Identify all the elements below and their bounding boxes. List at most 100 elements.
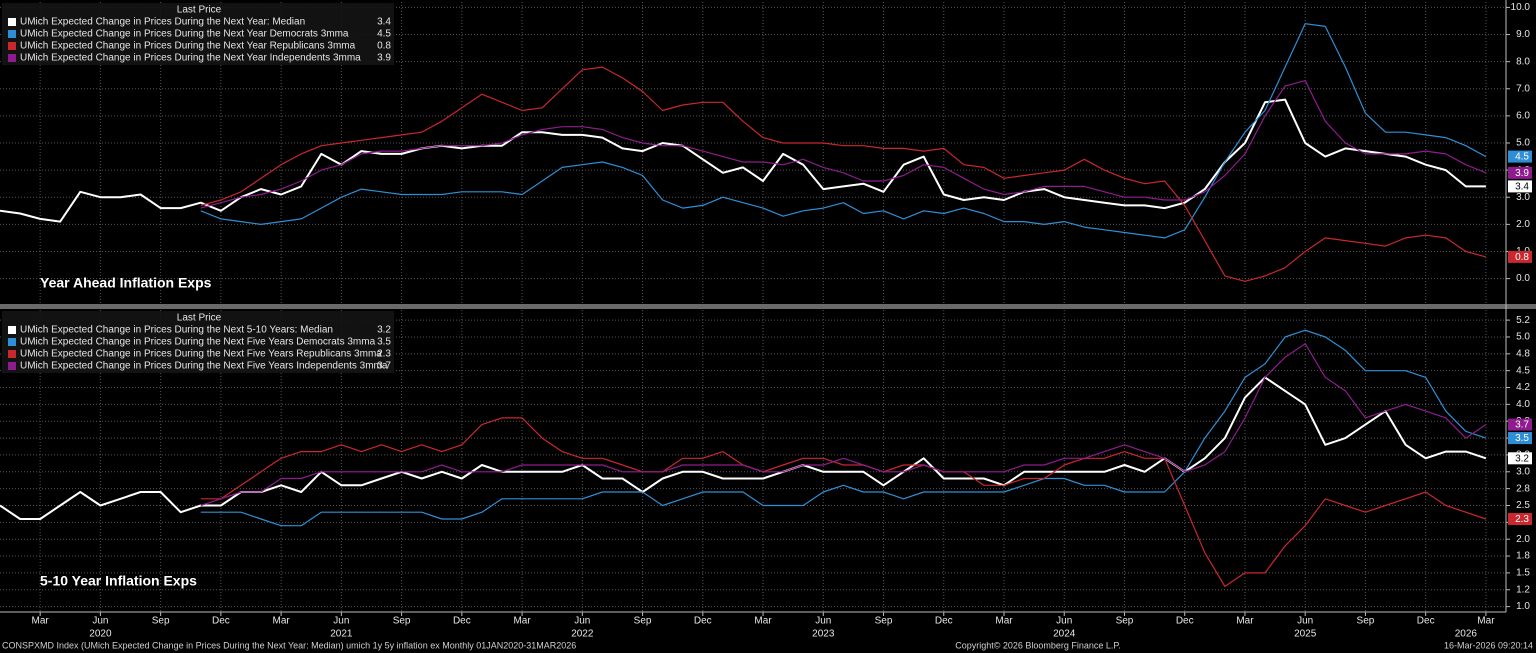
y-tick-label: 5.0 bbox=[1516, 332, 1530, 343]
x-tick-label: Sep bbox=[875, 616, 893, 627]
last-value-badge bbox=[1508, 452, 1532, 465]
y-tick-label: 5.0 bbox=[1516, 138, 1530, 149]
y-tick-label: 0.0 bbox=[1516, 273, 1530, 284]
x-tick-label: Mar bbox=[995, 616, 1013, 627]
x-year-label: 2022 bbox=[571, 629, 594, 640]
legend-label: UMich Expected Change in Prices During t… bbox=[20, 29, 349, 40]
legend-swatch bbox=[8, 18, 16, 26]
legend-label: UMich Expected Change in Prices During t… bbox=[20, 17, 305, 28]
y-tick-label: 1.2 bbox=[1516, 584, 1530, 595]
footer-right: 16-Mar-2026 09:20:14 bbox=[1444, 640, 1533, 650]
y-tick-label: 4.0 bbox=[1516, 399, 1530, 410]
legend-swatch bbox=[8, 30, 16, 38]
x-year-label: 2021 bbox=[330, 629, 353, 640]
legend-value: 3.9 bbox=[377, 53, 391, 64]
last-value-badge bbox=[1508, 180, 1532, 193]
x-tick-label: Jun bbox=[92, 616, 108, 627]
x-tick-label: Jun bbox=[815, 616, 831, 627]
legend-swatch bbox=[8, 338, 16, 346]
series-line bbox=[200, 80, 1487, 209]
legend-value: 2.3 bbox=[377, 349, 391, 360]
last-value-badge bbox=[1508, 432, 1532, 445]
y-tick-label: 4.5 bbox=[1516, 365, 1530, 376]
legend-swatch bbox=[8, 54, 16, 62]
footer-left: CONSPXMD Index (UMich Expected Change in… bbox=[2, 640, 576, 650]
x-tick-label: Sep bbox=[152, 616, 170, 627]
legend-title: Last Price bbox=[177, 5, 222, 16]
last-value-label: 4.5 bbox=[1515, 152, 1529, 163]
x-tick-label: Mar bbox=[1477, 616, 1495, 627]
last-value-badge bbox=[1508, 166, 1532, 179]
legend-value: 3.5 bbox=[377, 337, 391, 348]
legend-label: UMich Expected Change in Prices During t… bbox=[20, 337, 376, 348]
y-tick-label: 4.2 bbox=[1516, 382, 1530, 393]
legend-swatch bbox=[8, 362, 16, 370]
panel-title: 5-10 Year Inflation Exps bbox=[40, 573, 197, 589]
x-tick-label: Mar bbox=[273, 616, 291, 627]
y-tick-label: 2.0 bbox=[1516, 219, 1530, 230]
x-tick-label: Dec bbox=[1176, 616, 1194, 627]
x-year-label: 2026 bbox=[1455, 629, 1478, 640]
x-tick-label: Jun bbox=[333, 616, 349, 627]
y-tick-label: 1.8 bbox=[1516, 551, 1530, 562]
x-tick-label: Jun bbox=[1056, 616, 1072, 627]
x-tick-label: Sep bbox=[1116, 616, 1134, 627]
legend-swatch bbox=[8, 42, 16, 50]
y-tick-label: 8.0 bbox=[1516, 56, 1530, 67]
y-tick-label: 3.0 bbox=[1516, 192, 1530, 203]
last-value-label: 2.3 bbox=[1515, 514, 1529, 525]
y-tick-label: 6.0 bbox=[1516, 111, 1530, 122]
y-tick-label: 4.8 bbox=[1516, 348, 1530, 359]
legend-label: UMich Expected Change in Prices During t… bbox=[20, 349, 382, 360]
legend-value: 3.4 bbox=[377, 17, 391, 28]
x-year-label: 2025 bbox=[1294, 629, 1317, 640]
x-year-label: 2024 bbox=[1053, 629, 1076, 640]
y-tick-label: 2.5 bbox=[1516, 500, 1530, 511]
legend-swatch bbox=[8, 326, 16, 334]
legend-label: UMich Expected Change in Prices During t… bbox=[20, 361, 388, 372]
footer-center: Copyright© 2026 Bloomberg Finance L.P. bbox=[955, 640, 1121, 650]
last-value-label: 3.4 bbox=[1515, 182, 1529, 193]
x-year-label: 2020 bbox=[89, 629, 112, 640]
x-tick-label: Sep bbox=[1357, 616, 1375, 627]
y-tick-label: 5.2 bbox=[1516, 315, 1530, 326]
series-line bbox=[200, 343, 1487, 507]
y-tick-label: 1.0 bbox=[1516, 601, 1530, 612]
x-tick-label: Jun bbox=[1297, 616, 1313, 627]
x-tick-label: Dec bbox=[694, 616, 712, 627]
x-tick-label: Sep bbox=[393, 616, 411, 627]
last-value-label: 3.9 bbox=[1515, 168, 1529, 179]
y-tick-label: 1.5 bbox=[1516, 568, 1530, 579]
x-tick-label: Mar bbox=[32, 616, 50, 627]
legend-label: UMich Expected Change in Prices During t… bbox=[20, 41, 356, 52]
legend-box bbox=[2, 3, 394, 65]
y-tick-label: 9.0 bbox=[1516, 29, 1530, 40]
panel-title: Year Ahead Inflation Exps bbox=[40, 275, 212, 291]
series-line bbox=[200, 417, 1487, 587]
legend-label: UMich Expected Change in Prices During t… bbox=[20, 53, 361, 64]
y-tick-label: 10.0 bbox=[1511, 2, 1531, 13]
y-tick-label: 3.0 bbox=[1516, 466, 1530, 477]
x-tick-label: Mar bbox=[513, 616, 531, 627]
legend-title: Last Price bbox=[177, 313, 222, 324]
last-value-label: 3.7 bbox=[1515, 420, 1529, 431]
last-value-label: 3.5 bbox=[1515, 433, 1529, 444]
series-line bbox=[200, 23, 1487, 239]
x-tick-label: Dec bbox=[212, 616, 230, 627]
last-value-label: 0.8 bbox=[1515, 252, 1529, 263]
x-tick-label: Dec bbox=[453, 616, 471, 627]
legend-value: 0.8 bbox=[377, 41, 391, 52]
x-tick-label: Dec bbox=[1417, 616, 1435, 627]
legend-box bbox=[2, 311, 394, 373]
x-tick-label: Jun bbox=[574, 616, 590, 627]
panel-separator bbox=[0, 304, 1536, 309]
x-tick-label: Mar bbox=[1236, 616, 1254, 627]
x-tick-label: Dec bbox=[935, 616, 953, 627]
legend-value: 3.7 bbox=[377, 361, 391, 372]
last-value-badge bbox=[1508, 250, 1532, 263]
x-year-label: 2023 bbox=[812, 629, 835, 640]
last-value-badge bbox=[1508, 512, 1532, 525]
last-value-label: 3.2 bbox=[1515, 453, 1529, 464]
series-line bbox=[200, 329, 1487, 527]
